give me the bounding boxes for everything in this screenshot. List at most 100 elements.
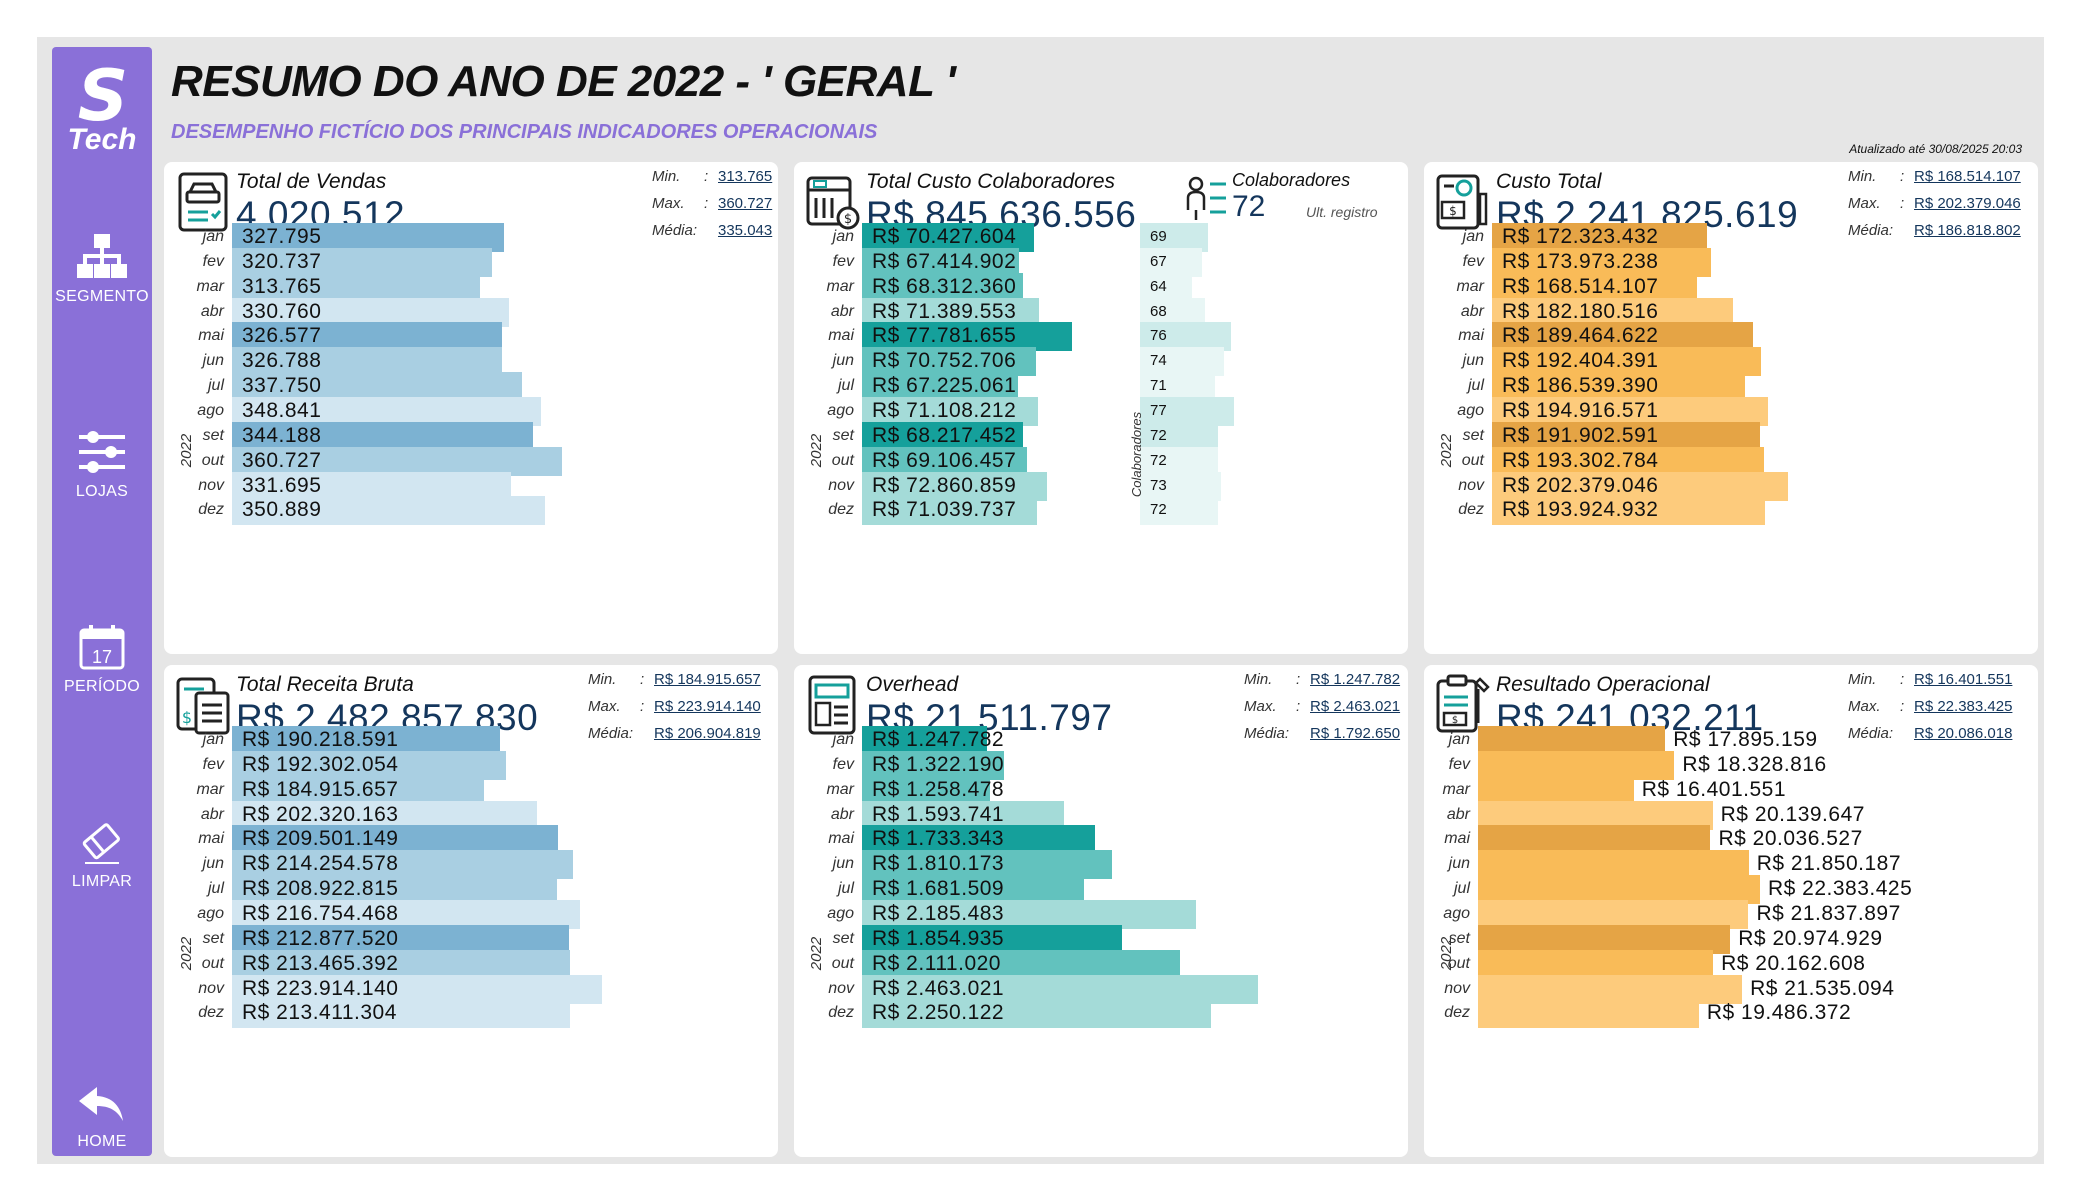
colab-bar-ago[interactable]: [1140, 396, 1234, 426]
bar-row-jul[interactable]: jul R$ 22.383.425: [1424, 873, 2038, 906]
bar[interactable]: [862, 825, 1096, 855]
bar[interactable]: [1478, 974, 1743, 1004]
nav-periodo-button[interactable]: 17 PERÍODO: [52, 622, 152, 696]
stat-avg[interactable]: R$ 20.086.018: [1914, 725, 2013, 742]
bar-row-fev[interactable]: fev R$ 173.973.238: [1424, 246, 2038, 279]
colab-bar-jul[interactable]: [1140, 372, 1215, 402]
bar[interactable]: [1478, 825, 1711, 855]
stat-max[interactable]: R$ 2.463.021: [1310, 698, 1401, 715]
bar-row-abr[interactable]: abr R$ 202.320.163: [164, 799, 778, 832]
bar-row-out[interactable]: out R$ 213.465.392: [164, 948, 778, 981]
bar-row-abr[interactable]: abr 330.760: [164, 296, 778, 329]
bar-row-dez[interactable]: dez R$ 2.250.122: [794, 997, 1408, 1030]
bar[interactable]: [232, 949, 571, 979]
bar-row-out[interactable]: out R$ 193.302.784: [1424, 445, 2038, 478]
bar[interactable]: [232, 446, 562, 476]
bar[interactable]: [862, 297, 1040, 327]
colab-bar-jan[interactable]: [1140, 223, 1209, 252]
bar-row-mai[interactable]: mai 326.577: [164, 320, 778, 353]
bar[interactable]: [1492, 372, 1746, 402]
stat-avg[interactable]: 335.043: [718, 222, 773, 239]
bar[interactable]: [232, 825, 559, 855]
bar[interactable]: [1478, 775, 1634, 805]
bar-row-out[interactable]: out R$ 2.111.020: [794, 948, 1408, 981]
bar[interactable]: [232, 421, 533, 451]
bar-row-nov[interactable]: nov 331.695: [164, 470, 778, 503]
bar-row-abr[interactable]: abr R$ 20.139.647: [1424, 799, 2038, 832]
bar-row-nov[interactable]: nov R$ 2.463.021: [794, 973, 1408, 1006]
bar-row-set[interactable]: set 344.188: [164, 420, 778, 453]
stat-max[interactable]: R$ 223.914.140: [654, 698, 761, 715]
bar[interactable]: [232, 850, 573, 880]
bar[interactable]: [862, 446, 1028, 476]
bar-row-jul[interactable]: jul R$ 208.922.815: [164, 873, 778, 906]
bar-row-fev[interactable]: fev R$ 67.414.902: [794, 246, 1408, 279]
bar[interactable]: [1478, 924, 1731, 954]
bar[interactable]: [232, 247, 492, 277]
bar-row-jul[interactable]: jul R$ 67.225.061: [794, 370, 1408, 403]
bar[interactable]: [232, 875, 557, 905]
bar[interactable]: [1492, 247, 1712, 277]
bar-row-jun[interactable]: jun R$ 1.810.173: [794, 848, 1408, 881]
bar[interactable]: [862, 421, 1023, 451]
bar[interactable]: [862, 924, 1123, 954]
colab-bar-dez[interactable]: [1140, 496, 1218, 526]
bar[interactable]: [1492, 322, 1754, 352]
bar[interactable]: [1492, 223, 1707, 252]
bar[interactable]: [232, 726, 500, 755]
bar-row-out[interactable]: out R$ 69.106.457: [794, 445, 1408, 478]
bar-row-fev[interactable]: fev 320.737: [164, 246, 778, 279]
bar-row-set[interactable]: set R$ 68.217.452: [794, 420, 1408, 453]
bar[interactable]: [232, 372, 522, 402]
bar[interactable]: [1478, 800, 1713, 830]
bar[interactable]: [1492, 396, 1768, 426]
bar-row-fev[interactable]: fev R$ 1.322.190: [794, 749, 1408, 782]
bar-row-ago[interactable]: ago R$ 216.754.468: [164, 898, 778, 931]
bar-row-jun[interactable]: jun R$ 192.404.391: [1424, 345, 2038, 378]
bar[interactable]: [862, 272, 1024, 302]
bar-row-mai[interactable]: mai R$ 189.464.622: [1424, 320, 2038, 353]
bar[interactable]: [232, 297, 510, 327]
bar-row-mai[interactable]: mai R$ 20.036.527: [1424, 823, 2038, 856]
bar-row-dez[interactable]: dez R$ 193.924.932: [1424, 494, 2038, 527]
bar[interactable]: [232, 999, 571, 1029]
bar-row-jan[interactable]: jan R$ 172.323.432: [1424, 221, 2038, 254]
colab-bar-abr[interactable]: [1140, 297, 1205, 327]
bar-row-mar[interactable]: mar 313.765: [164, 271, 778, 304]
bar[interactable]: [1478, 899, 1749, 929]
bar[interactable]: [862, 471, 1047, 501]
bar-row-mar[interactable]: mar R$ 68.312.360: [794, 271, 1408, 304]
bar-row-dez[interactable]: dez R$ 19.486.372: [1424, 997, 2038, 1030]
bar-row-jul[interactable]: jul R$ 186.539.390: [1424, 370, 2038, 403]
bar-row-ago[interactable]: ago R$ 21.837.897: [1424, 898, 2038, 931]
bar[interactable]: [1492, 421, 1760, 451]
bar-row-jan[interactable]: jan R$ 70.427.604: [794, 221, 1408, 254]
bar-row-mar[interactable]: mar R$ 1.258.478: [794, 774, 1408, 807]
bar-row-dez[interactable]: dez R$ 71.039.737: [794, 494, 1408, 527]
bar-row-jan[interactable]: jan 327.795: [164, 221, 778, 254]
bar[interactable]: [1492, 272, 1697, 302]
bar[interactable]: [862, 875, 1084, 905]
bar[interactable]: [232, 750, 507, 780]
bar-row-set[interactable]: set R$ 212.877.520: [164, 923, 778, 956]
bar[interactable]: [232, 775, 484, 805]
bar[interactable]: [862, 899, 1197, 929]
bar[interactable]: [232, 924, 569, 954]
stat-min[interactable]: R$ 184.915.657: [654, 671, 761, 688]
bar[interactable]: [1478, 850, 1749, 880]
bar-row-nov[interactable]: nov R$ 202.379.046: [1424, 470, 2038, 503]
bar[interactable]: [1492, 496, 1766, 526]
bar-row-jun[interactable]: jun 326.788: [164, 345, 778, 378]
bar[interactable]: [862, 800, 1065, 830]
bar-row-mai[interactable]: mai R$ 1.733.343: [794, 823, 1408, 856]
stat-min[interactable]: 313.765: [718, 168, 773, 185]
stat-avg[interactable]: R$ 186.818.802: [1914, 222, 2021, 239]
bar-row-ago[interactable]: ago R$ 2.185.483: [794, 898, 1408, 931]
bar-row-set[interactable]: set R$ 1.854.935: [794, 923, 1408, 956]
bar-row-ago[interactable]: ago R$ 194.916.571: [1424, 395, 2038, 428]
bar-row-dez[interactable]: dez 350.889: [164, 494, 778, 527]
bar-row-fev[interactable]: fev R$ 18.328.816: [1424, 749, 2038, 782]
bar[interactable]: [1478, 726, 1666, 755]
bar-row-mar[interactable]: mar R$ 168.514.107: [1424, 271, 2038, 304]
bar-row-jan[interactable]: jan R$ 17.895.159: [1424, 724, 2038, 757]
